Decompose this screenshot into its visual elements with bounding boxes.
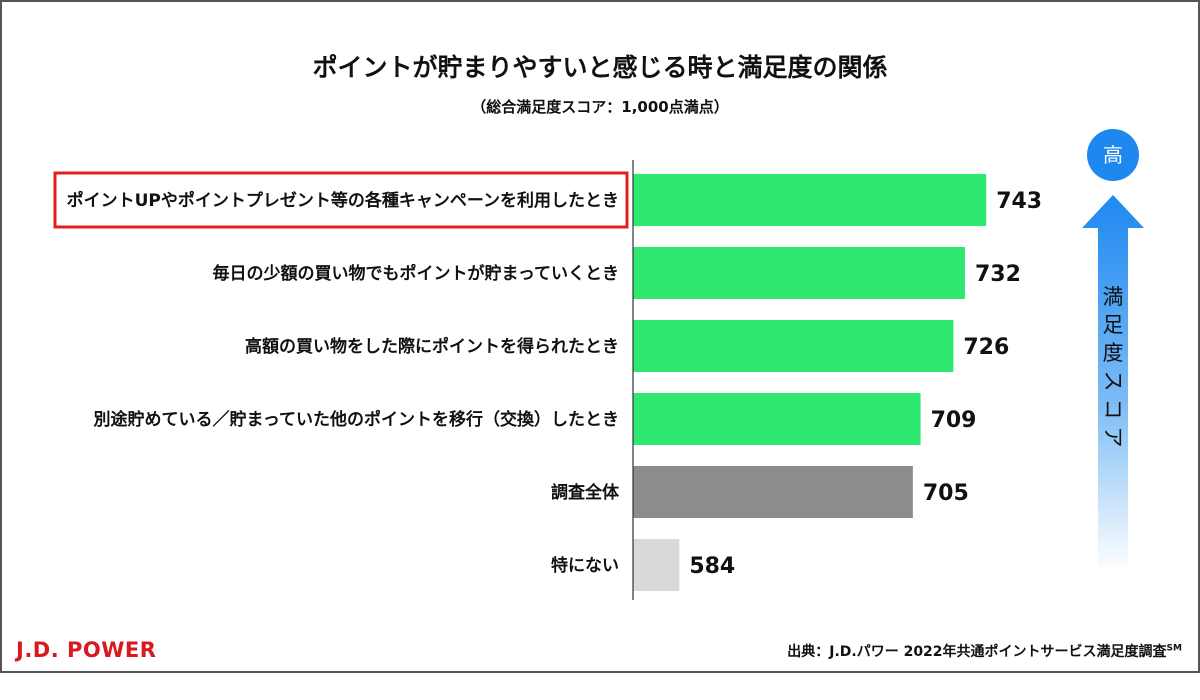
scale-axis-char: 度 bbox=[1103, 341, 1124, 365]
value-label: 709 bbox=[931, 408, 977, 433]
bar bbox=[633, 247, 965, 299]
chart-subtitle: （総合満足度スコア：1,000点満点） bbox=[471, 98, 729, 116]
scale-axis-char: 足 bbox=[1103, 313, 1124, 337]
scale-indicator: 高 満足度スコア bbox=[1082, 129, 1144, 572]
category-label: ポイントUPやポイントプレゼント等の各種キャンペーンを利用したとき bbox=[67, 190, 619, 211]
bar bbox=[633, 174, 987, 226]
bar-chart: ポイントUPやポイントプレゼント等の各種キャンペーンを利用したとき 743 毎日の少… bbox=[53, 129, 1144, 600]
source-text: 出典：J.D.パワー 2022年共通ポイントサービス満足度調査 bbox=[787, 644, 1167, 660]
high-badge-label: 高 bbox=[1103, 143, 1123, 167]
up-arrow-icon bbox=[1082, 195, 1144, 572]
chart-frame: ポイントが貯まりやすいと感じる時と満足度の関係 （総合満足度スコア：1,000点… bbox=[0, 0, 1200, 673]
scale-axis-char: ス bbox=[1101, 371, 1125, 392]
value-label: 584 bbox=[689, 554, 735, 579]
scale-axis-label: 満足度スコア bbox=[1101, 285, 1125, 448]
category-label: 調査全体 bbox=[551, 482, 620, 503]
brand-logo: J.D. POWER bbox=[16, 638, 157, 662]
chart-title: ポイントが貯まりやすいと感じる時と満足度の関係 bbox=[312, 53, 888, 82]
scale-axis-char: コ bbox=[1101, 399, 1125, 420]
value-label: 705 bbox=[923, 481, 969, 506]
value-label: 743 bbox=[996, 189, 1042, 214]
service-mark: SM bbox=[1166, 643, 1182, 654]
category-label: 高額の買い物をした際にポイントを得られたとき bbox=[245, 336, 619, 357]
category-label: 別途貯めている／貯まっていた他のポイントを移行（交換）したとき bbox=[93, 409, 619, 430]
value-label: 726 bbox=[963, 335, 1009, 360]
scale-axis-char: ア bbox=[1101, 427, 1125, 448]
bars-layer: ポイントUPやポイントプレゼント等の各種キャンペーンを利用したとき 743 毎日の少… bbox=[53, 171, 1042, 591]
bar bbox=[633, 393, 921, 445]
highlight-box bbox=[53, 171, 629, 229]
category-label: 毎日の少額の買い物でもポイントが貯まっていくとき bbox=[213, 263, 619, 284]
bar bbox=[633, 466, 913, 518]
bar bbox=[633, 539, 680, 591]
source-note: 出典：J.D.パワー 2022年共通ポイントサービス満足度調査SM bbox=[787, 641, 1182, 661]
bar bbox=[633, 320, 954, 372]
high-badge bbox=[1087, 129, 1139, 181]
scale-axis-char: 満 bbox=[1103, 285, 1124, 309]
category-label: 特にない bbox=[551, 555, 619, 576]
value-label: 732 bbox=[975, 262, 1021, 287]
